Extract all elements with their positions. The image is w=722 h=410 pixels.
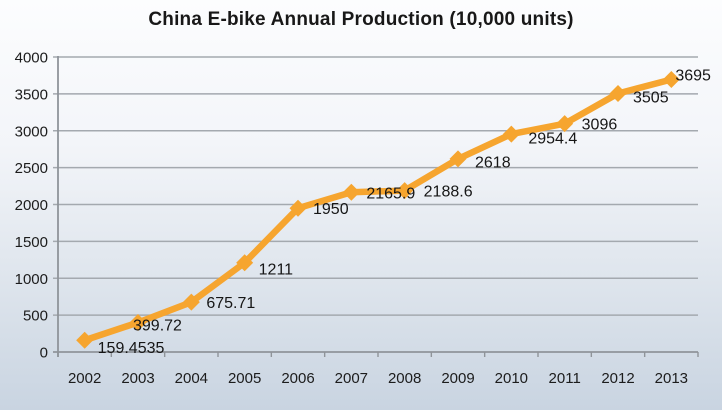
data-point-marker [449, 150, 467, 168]
data-point-marker [502, 125, 520, 143]
x-axis-tick-label: 2008 [388, 370, 421, 387]
data-point-marker [236, 254, 254, 272]
x-axis-tick-label: 2007 [335, 370, 368, 387]
data-point-marker [289, 199, 307, 217]
data-point-label: 3695 [675, 67, 711, 84]
x-axis-tick-label: 2005 [228, 370, 261, 387]
x-axis-tick-label: 2009 [441, 370, 474, 387]
x-axis-tick-label: 2010 [495, 370, 528, 387]
y-axis-tick-label: 1000 [15, 271, 48, 288]
y-axis-tick-label: 3500 [15, 86, 48, 103]
y-axis-tick-label: 2000 [15, 197, 48, 214]
data-point-label: 399.72 [133, 318, 182, 335]
data-point-label: 2188.6 [424, 184, 473, 201]
y-axis-tick-label: 0 [40, 345, 48, 362]
data-point-label: 675.71 [206, 295, 255, 312]
y-axis-tick-label: 500 [23, 308, 48, 325]
data-point-label: 3505 [633, 90, 669, 107]
data-point-marker [556, 115, 574, 133]
data-point-label: 2165.9 [366, 185, 415, 202]
x-axis-tick-label: 2006 [281, 370, 314, 387]
chart-title: China E-bike Annual Production (10,000 u… [148, 9, 574, 30]
data-point-marker [76, 331, 94, 349]
x-axis-tick-label: 2011 [549, 370, 581, 387]
data-point-marker [182, 293, 200, 311]
x-axis-tick-label: 2012 [601, 370, 634, 387]
data-point-marker [342, 183, 360, 201]
data-point-label: 1950 [313, 201, 349, 218]
y-axis-tick-label: 4000 [15, 50, 48, 67]
x-axis-tick-label: 2004 [175, 370, 208, 387]
y-axis-tick-label: 2500 [15, 160, 48, 177]
data-point-label: 159.4535 [98, 340, 165, 357]
x-axis-tick-label: 2002 [68, 370, 101, 387]
x-axis-tick-label: 2003 [121, 370, 154, 387]
series-line-annual-production [81, 76, 675, 344]
data-point-label: 1211 [259, 262, 294, 279]
x-axis-tick-label: 2013 [655, 370, 688, 387]
data-point-marker [662, 70, 680, 88]
data-point-marker [129, 314, 147, 332]
data-point-label: 2954.4 [528, 131, 577, 148]
data-point-marker [396, 182, 414, 200]
y-axis-tick-label: 3000 [15, 123, 48, 140]
data-point-label: 3096 [582, 117, 618, 134]
data-point-label: 2618 [475, 154, 511, 171]
data-point-marker [609, 85, 627, 103]
y-axis-tick-label: 1500 [15, 234, 48, 251]
